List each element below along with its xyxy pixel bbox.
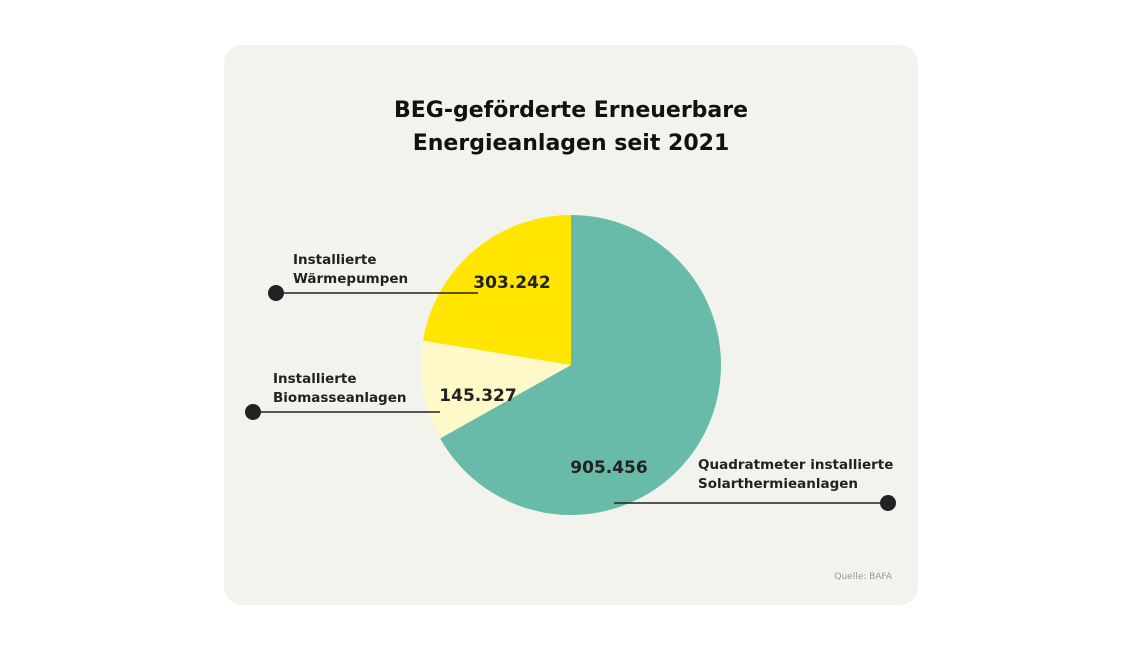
- leader-dot: [880, 495, 896, 511]
- category-label: Installierte Wärmepumpen: [293, 252, 409, 287]
- source: Quelle: BAFA: [834, 572, 892, 582]
- leader-dot: [245, 404, 261, 420]
- chart-title: BEG-geförderte Erneuerbare Energieanlage…: [393, 98, 749, 156]
- pie-slice: [421, 340, 571, 439]
- value-label: 145.327: [439, 386, 517, 406]
- value-label: 905.456: [570, 458, 648, 478]
- category-label: Quadratmeter installierte Solarthermiean…: [698, 457, 894, 492]
- category-label: Installierte Biomasseanlagen: [273, 371, 407, 406]
- value-label: 303.242: [473, 273, 551, 293]
- pie-slice: [440, 215, 721, 515]
- pie-slice: [423, 215, 571, 365]
- leader-dot: [268, 285, 284, 301]
